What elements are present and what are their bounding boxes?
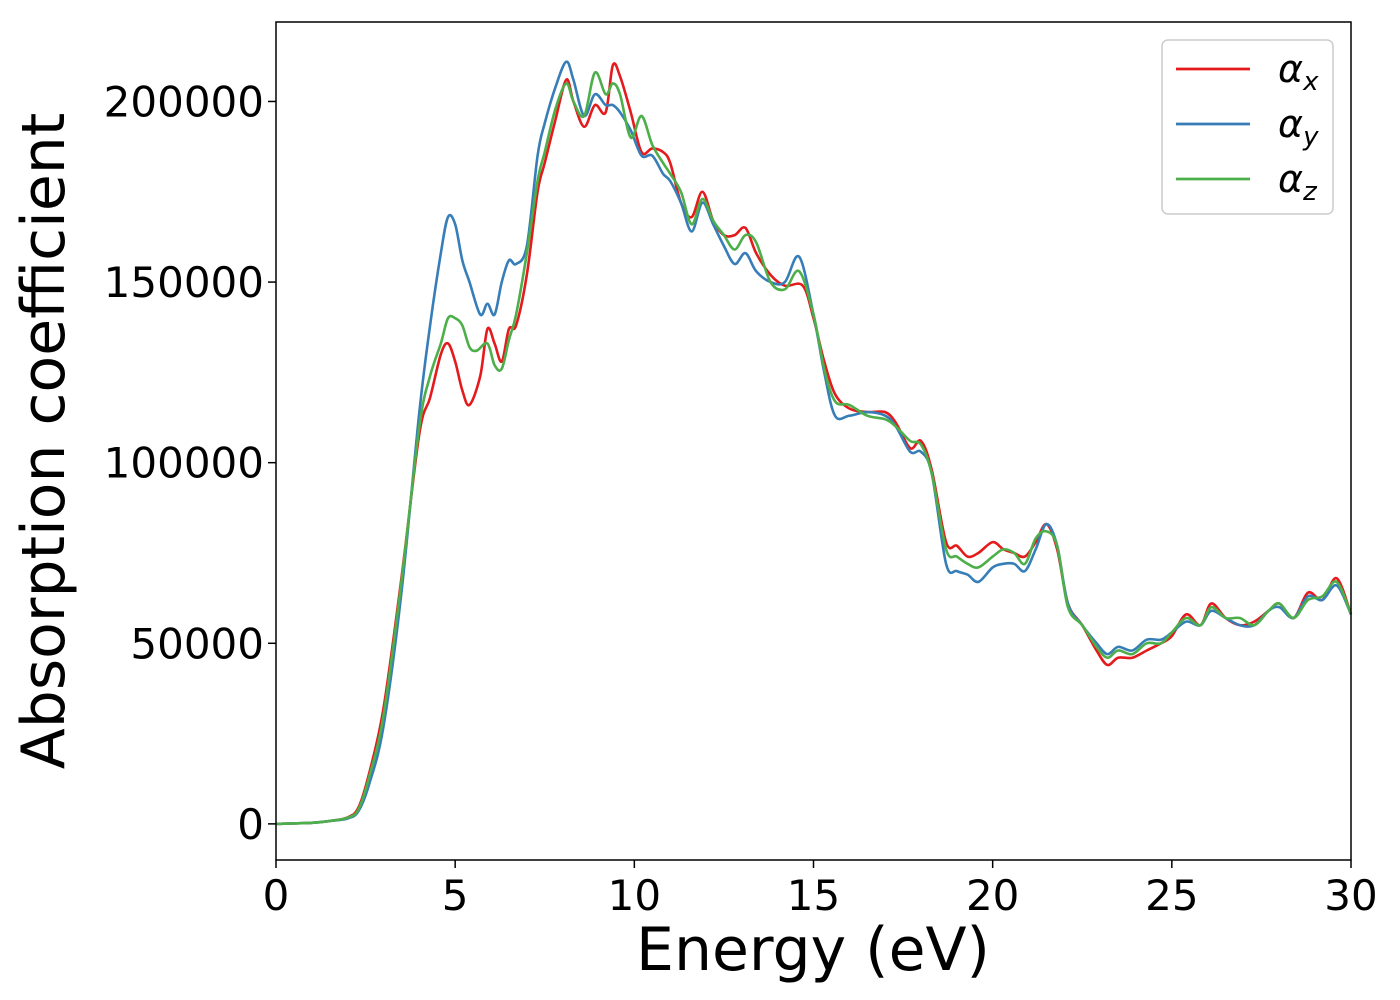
x-tick-label: 15 <box>787 871 840 920</box>
legend-label-z: αz <box>1278 157 1318 207</box>
series-line-z <box>275 71 1353 826</box>
y-tick-label: 0 <box>237 800 264 849</box>
legend-box <box>1161 39 1334 215</box>
x-tick-label: 10 <box>608 871 661 920</box>
x-tick-label: 25 <box>1145 871 1198 920</box>
legend-label-x: αx <box>1278 47 1319 97</box>
y-tick-label: 50000 <box>130 619 264 668</box>
y-tick-label: 200000 <box>104 77 264 126</box>
x-tick-label: 30 <box>1324 871 1377 920</box>
y-tick-label: 100000 <box>104 439 264 488</box>
x-tick-label: 5 <box>442 871 469 920</box>
y-axis: 0 50000 100000 150000 200000 <box>104 77 276 849</box>
series-line-y <box>275 60 1353 826</box>
x-axis: 0 5 10 15 20 25 30 <box>263 860 1378 920</box>
x-tick-label: 20 <box>966 871 1019 920</box>
x-tick-label: 0 <box>263 871 290 920</box>
series-layer <box>275 60 1353 826</box>
y-tick-label: 150000 <box>104 258 264 307</box>
legend-label-y: αy <box>1278 102 1319 152</box>
x-axis-title: Energy (eV) <box>636 915 990 985</box>
y-axis-title: Absorption coefficient <box>9 113 79 770</box>
